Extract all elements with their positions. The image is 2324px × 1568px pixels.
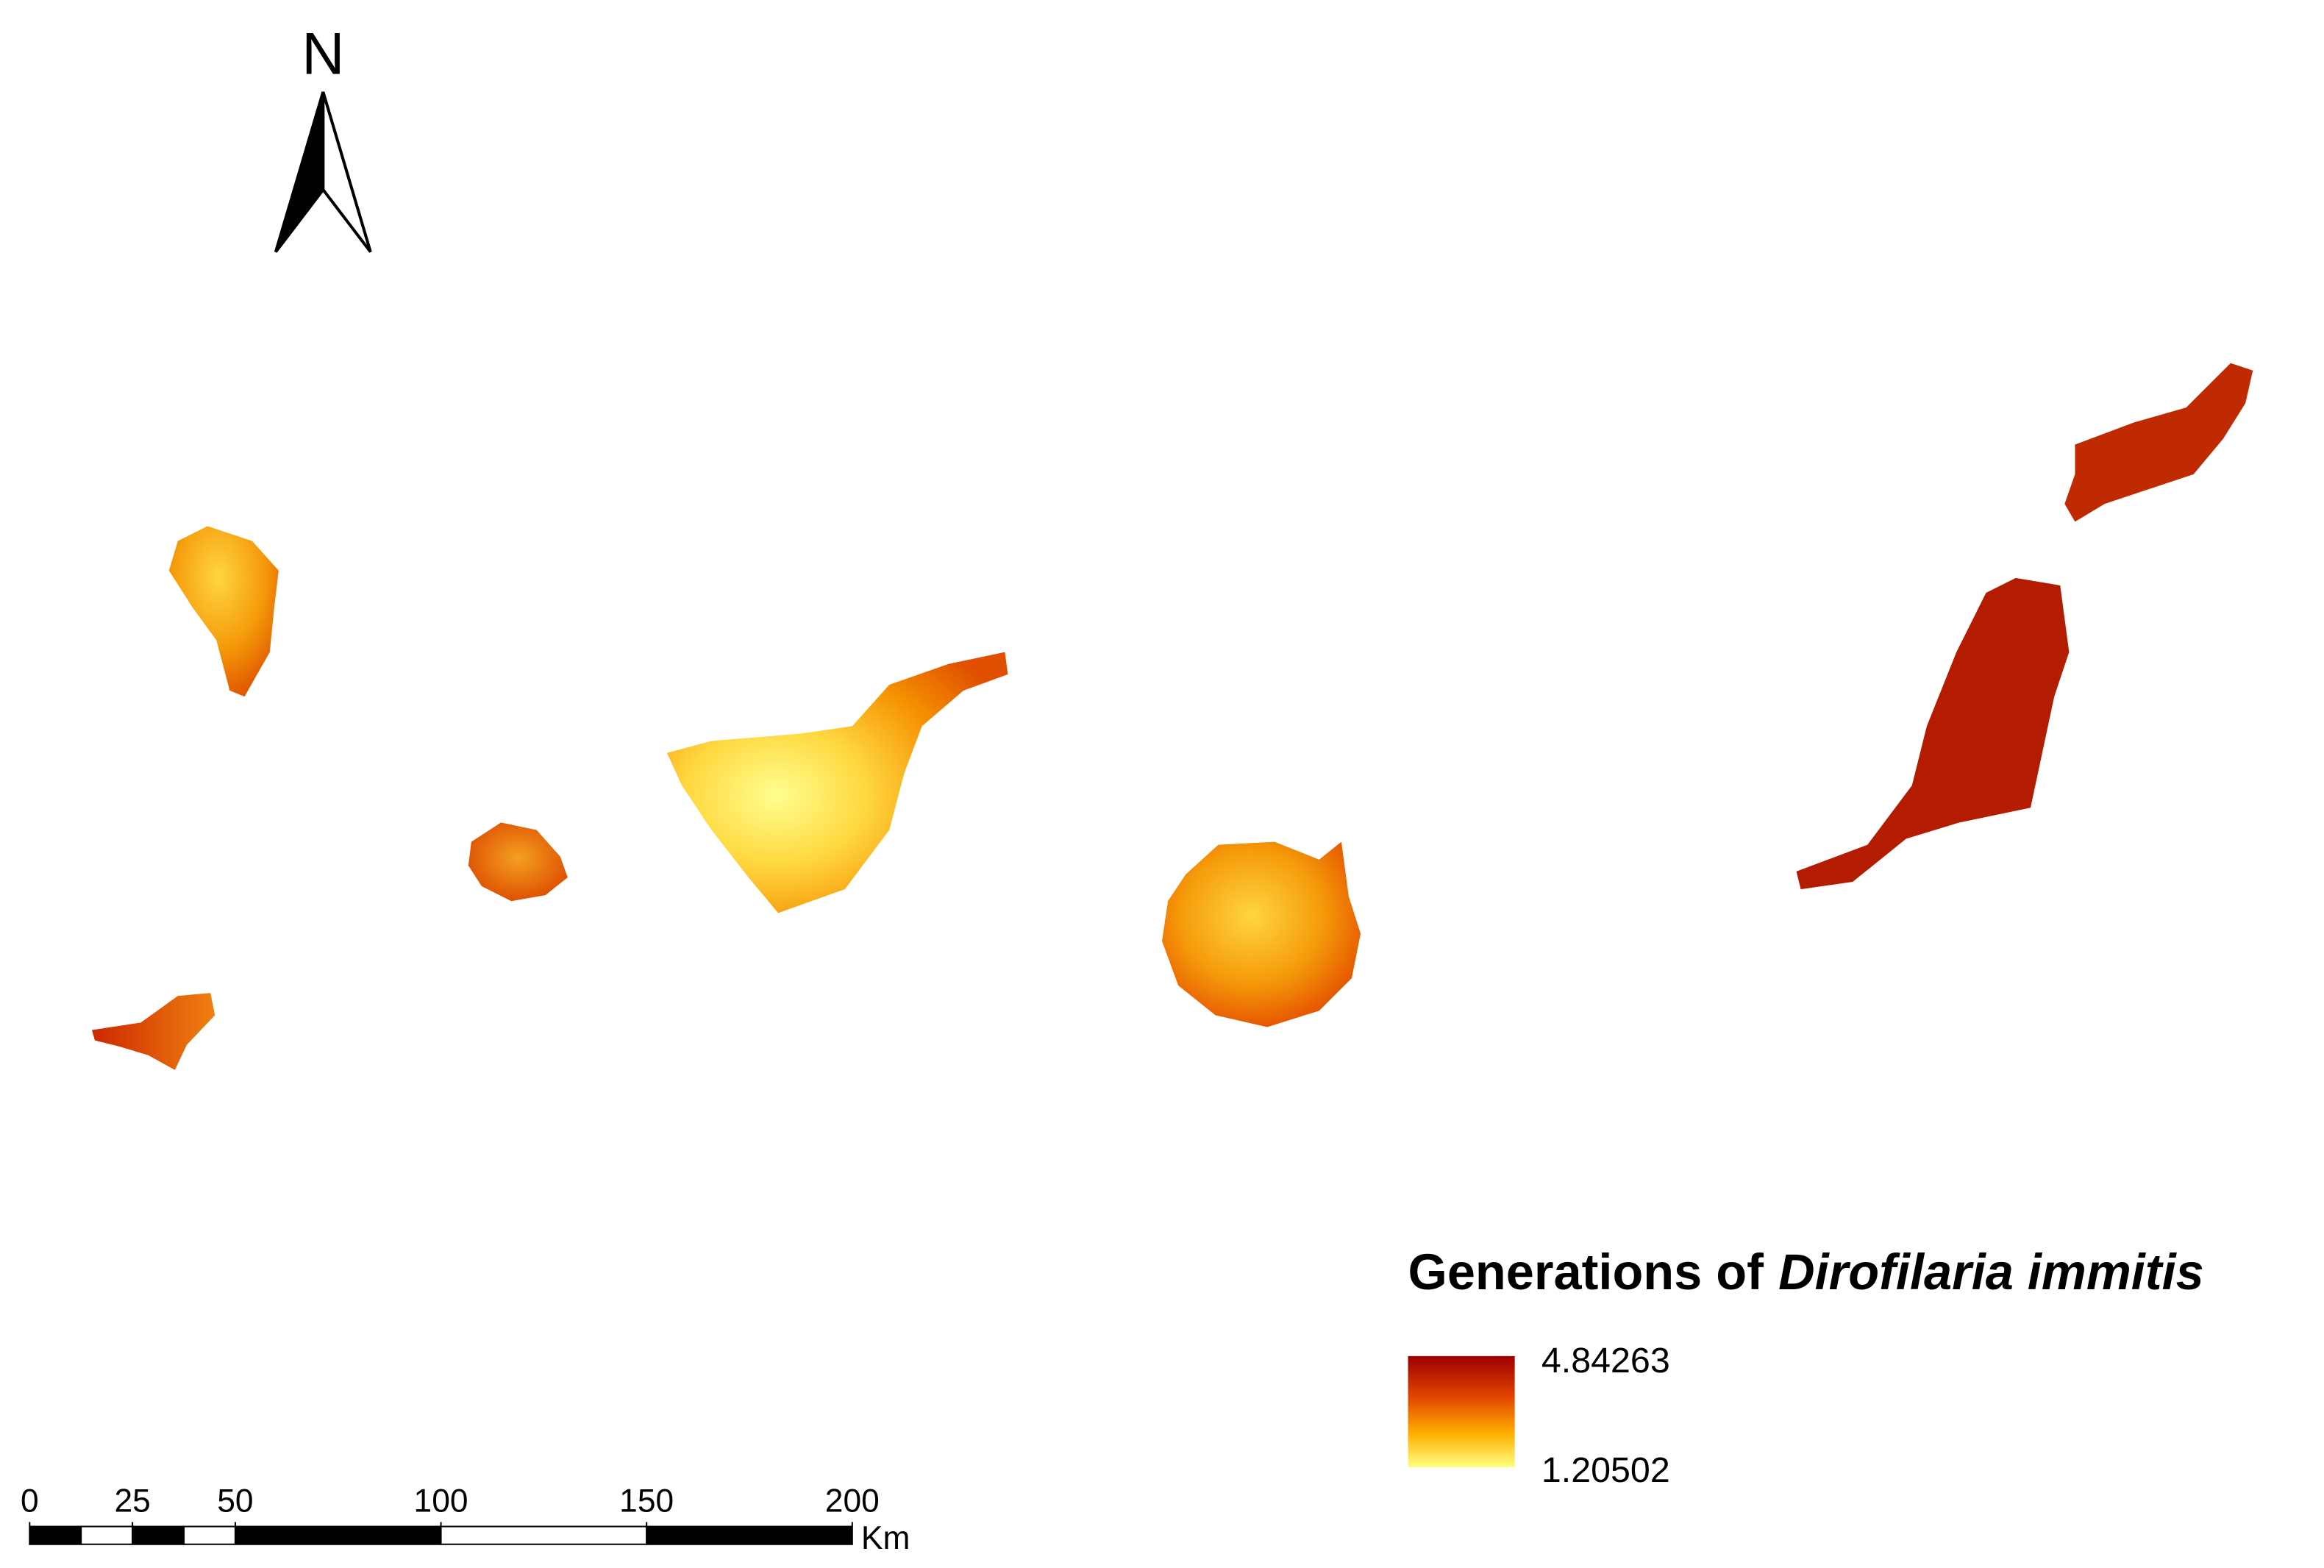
north-arrow-right [321,91,372,253]
legend-ramp [1408,1355,1515,1467]
scale-segment [234,1525,442,1545]
scale-segment [80,1525,134,1545]
scale-tick-label: 25 [114,1483,150,1519]
scale-segment [29,1525,82,1545]
island-tenerife [666,652,1008,913]
island-la-gomera [468,822,568,902]
scale-tick-label: 50 [217,1483,253,1519]
scale-segment [132,1525,185,1545]
north-label: N [302,21,344,88]
scale-tick-label: 100 [414,1483,468,1519]
scale-tick-label: 150 [619,1483,674,1519]
scale-segment [646,1525,853,1545]
legend-title: Generations of Dirofilaria immitis [1408,1244,2204,1300]
island-lanzarote [2064,363,2253,522]
island-gran-canaria [1162,841,1361,1027]
scale-segment [440,1525,648,1545]
island-el-hierro [91,993,215,1070]
scale-unit: Km [861,1520,910,1556]
legend-title-text: Generations of [1408,1244,1764,1300]
island-la-palma [168,526,279,697]
scale-tick-label: 200 [825,1483,880,1519]
legend-title-species: Dirofilaria immitis [1778,1244,2204,1300]
scale-segment [183,1525,236,1545]
legend-max: 4.84263 [1541,1341,1670,1380]
scale-tick-label: 0 [21,1483,39,1519]
legend-min: 1.20502 [1541,1450,1670,1490]
island-fuerteventura [1796,577,2070,890]
north-arrow-left [274,91,325,253]
